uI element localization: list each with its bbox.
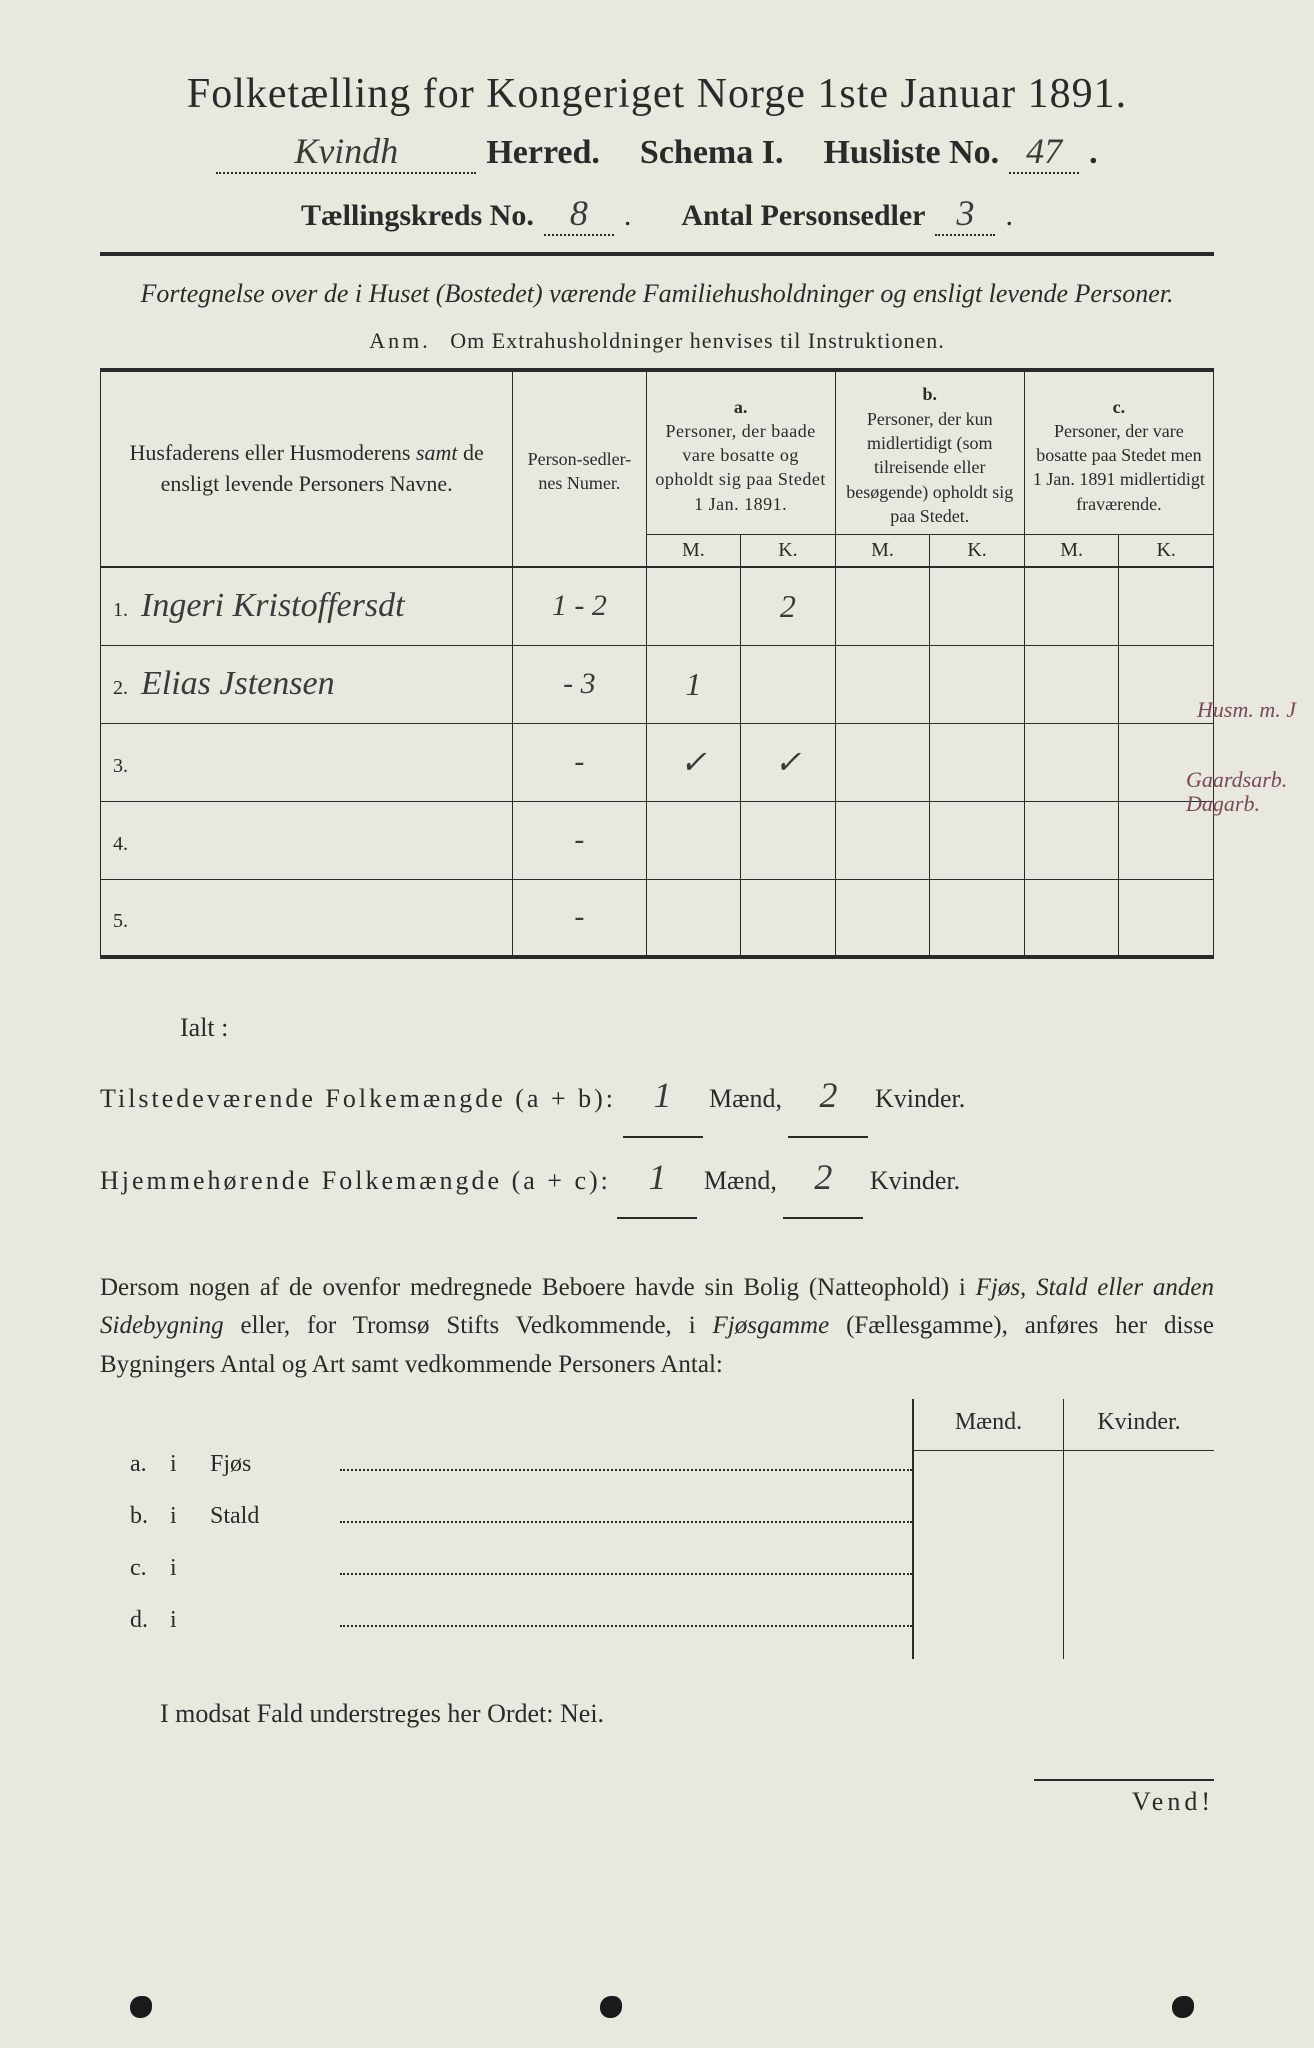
col-header-numer: Person-sedler-nes Numer. [513,370,646,567]
row-a-k [741,879,836,957]
row-a-k: 2 [741,567,836,645]
row-b-k [930,723,1025,801]
row-b-k [930,567,1025,645]
census-title: Folketælling for Kongeriget Norge 1ste J… [100,70,1214,118]
census-table: Husfaderens eller Husmoderens samt de en… [100,368,1214,959]
vend-label: Vend! [1034,1779,1214,1817]
total-present-m: 1 [623,1056,703,1137]
row-name-cell: 3. [101,723,513,801]
margin-note-1: Husm. m. J [1197,698,1296,722]
ink-blot-icon [1172,1996,1194,2018]
subheading-italic: Fortegnelse over de i Huset (Bostedet) v… [100,276,1214,312]
col-a-m: M. [646,535,741,568]
row-b-m [835,801,930,879]
kreds-label: Tællingskreds No. [301,199,534,233]
ialt-label: Ialt : [100,999,1214,1056]
row-num-cell: - [513,879,646,957]
margin-note-2: Gaardsarb. Dagarb. [1186,768,1296,816]
dwelling-subtable: a. i Fjøs b. i Stald c. i d. i Mænd. Kvi… [100,1399,1214,1659]
row-c-m [1024,567,1119,645]
row-c-m [1024,879,1119,957]
totals-block: Ialt : Tilstedeværende Folkemængde (a + … [100,999,1214,1219]
husliste-label: Husliste No. [823,134,999,172]
nei-line: I modsat Fald understreges her Ordet: Ne… [100,1699,1214,1729]
row-num-cell: - 3 [513,645,646,723]
dwelling-row: a. i Fjøs [100,1451,912,1503]
anm-line: Anm. Om Extrahusholdninger henvises til … [100,328,1214,354]
row-b-k [930,879,1025,957]
header-line-2: Kvindh Herred. Schema I. Husliste No. 47… [100,130,1214,174]
herred-name-field: Kvindh [216,130,476,174]
row-c-m [1024,645,1119,723]
herred-label: Herred. [486,134,600,172]
row-b-m [835,567,930,645]
table-row: 1. Ingeri Kristoffersdt 1 - 2 2 [101,567,1214,645]
row-c-m [1024,723,1119,801]
row-b-m [835,879,930,957]
dwelling-row: d. i [100,1607,912,1659]
schema-label: Schema I. [640,134,784,172]
table-row: 4. - [101,801,1214,879]
col-header-b: b. Personer, der kun midlertidigt (som t… [835,370,1024,534]
row-a-m [646,801,741,879]
total-present-k: 2 [788,1056,868,1137]
row-num-cell: - [513,801,646,879]
kvinder-label-2: Kvinder. [870,1166,960,1195]
row-num-cell: - [513,723,646,801]
col-b-k: K. [930,535,1025,568]
row-a-k [741,645,836,723]
header-line-3: Tællingskreds No. 8 . Antal Personsedler… [100,192,1214,236]
row-b-m [835,645,930,723]
col-c-k: K. [1119,535,1214,568]
table-row: 5. - [101,879,1214,957]
dwelling-paragraph: Dersom nogen af de ovenfor medregnede Be… [100,1269,1214,1385]
col-header-names: Husfaderens eller Husmoderens samt de en… [101,370,513,567]
col-b-m: M. [835,535,930,568]
row-b-m [835,723,930,801]
table-row: 3. - ✓ ✓ [101,723,1214,801]
row-a-m [646,879,741,957]
row-a-m [646,567,741,645]
col-a-k: K. [741,535,836,568]
row-name-cell: 1. Ingeri Kristoffersdt [101,567,513,645]
row-a-k [741,801,836,879]
row-num-cell: 1 - 2 [513,567,646,645]
col-header-c: c. Personer, der vare bosatte paa Stedet… [1024,370,1213,534]
anm-text: Om Extrahusholdninger henvises til Instr… [450,328,944,353]
husliste-no-field: 47 [1009,130,1079,174]
ink-blot-icon [600,1996,622,2018]
table-row: 2. Elias Jstensen - 3 1 [101,645,1214,723]
row-c-k [1119,879,1214,957]
antal-label: Antal Personsedler [681,199,925,233]
maend-label: Mænd, [709,1084,782,1113]
row-a-m: 1 [646,645,741,723]
divider [100,252,1214,256]
antal-no-field: 3 [935,192,995,236]
row-name-cell: 4. [101,801,513,879]
kreds-no-field: 8 [544,192,614,236]
kvinder-label: Kvinder. [875,1084,965,1113]
total-present-label: Tilstedeværende Folkemængde (a + b): [100,1084,616,1113]
row-c-k [1119,567,1214,645]
row-a-m: ✓ [646,723,741,801]
row-a-k: ✓ [741,723,836,801]
row-b-k [930,645,1025,723]
total-home-k: 2 [783,1138,863,1219]
total-home-label: Hjemmehørende Folkemængde (a + c): [100,1166,611,1195]
dwelling-row: c. i [100,1555,912,1607]
row-c-m [1024,801,1119,879]
row-name-cell: 5. [101,879,513,957]
col-c-m: M. [1024,535,1119,568]
sub-maend-header: Mænd. [914,1399,1063,1451]
row-b-k [930,801,1025,879]
maend-label-2: Mænd, [704,1166,777,1195]
dwelling-row: b. i Stald [100,1503,912,1555]
ink-blot-icon [130,1996,152,2018]
anm-label: Anm. [369,328,431,353]
col-header-a: a. Personer, der baade vare bosatte og o… [646,370,835,534]
total-home-m: 1 [617,1138,697,1219]
row-name-cell: 2. Elias Jstensen [101,645,513,723]
sub-kvinder-header: Kvinder. [1064,1399,1214,1451]
